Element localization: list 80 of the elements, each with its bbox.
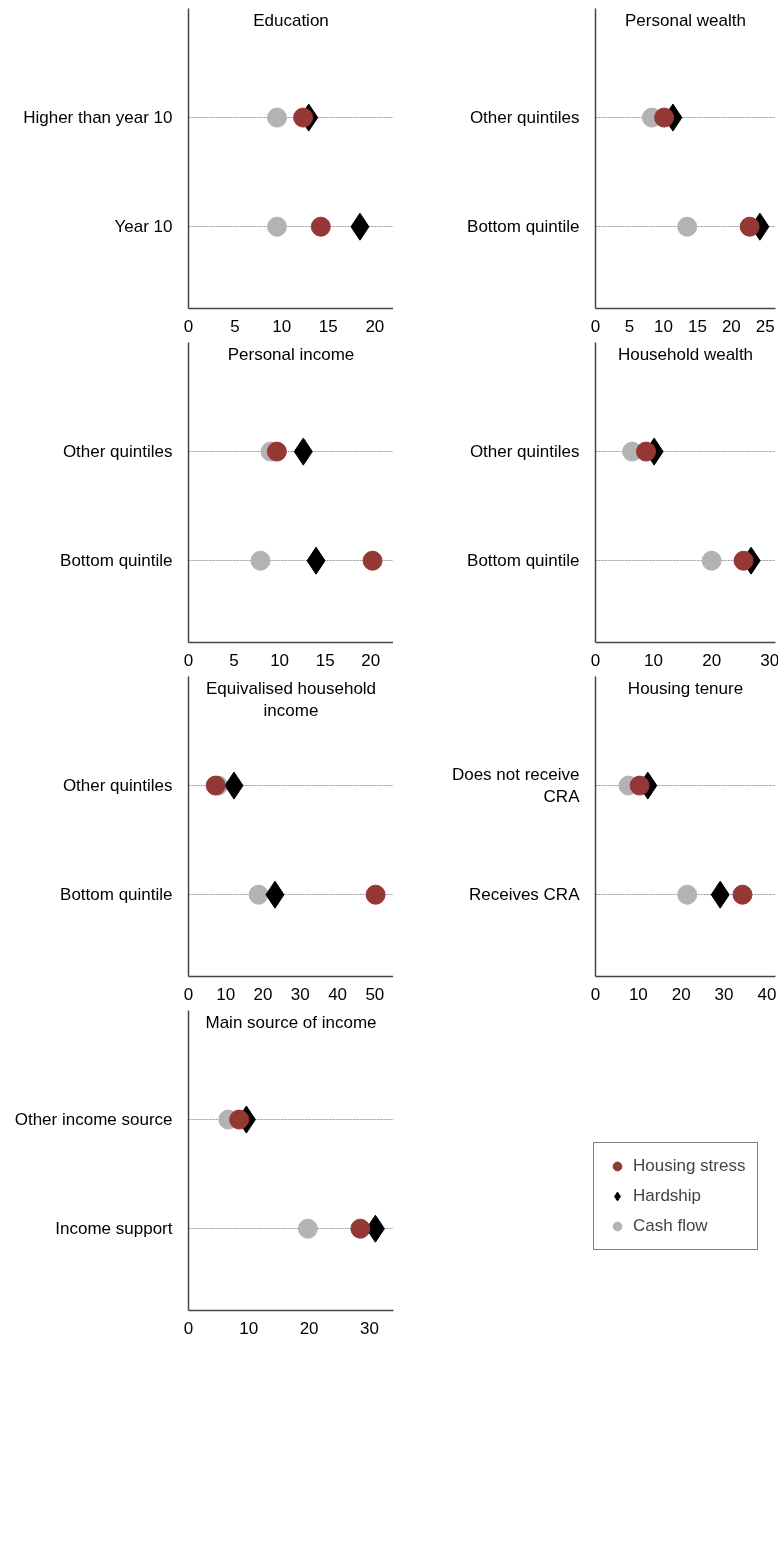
x-tick-label: 10 bbox=[653, 316, 673, 336]
point bbox=[677, 884, 698, 905]
x-tick-label: 0 bbox=[590, 316, 601, 336]
point bbox=[267, 107, 288, 128]
y-tick-label: Other quintiles bbox=[62, 776, 173, 796]
point bbox=[677, 216, 698, 237]
x-tick-label: 20 bbox=[671, 984, 691, 1004]
y-tick-label: Other quintiles bbox=[62, 442, 173, 462]
point bbox=[350, 1218, 371, 1239]
chart-title: Personal income bbox=[227, 344, 355, 364]
point bbox=[248, 884, 269, 905]
x-tick-label: 10 bbox=[216, 984, 236, 1004]
x-tick-label: 30 bbox=[290, 984, 310, 1004]
x-tick-label: 20 bbox=[365, 316, 385, 336]
x-tick-label: 20 bbox=[721, 316, 741, 336]
x-tick-label: 40 bbox=[757, 984, 777, 1004]
x-tick-label: 40 bbox=[328, 984, 348, 1004]
x-tick-label: 10 bbox=[270, 650, 290, 670]
text: Equivalised household income bbox=[205, 678, 377, 721]
point bbox=[293, 107, 314, 128]
y-tick-label: Bottom quintile bbox=[60, 551, 173, 571]
x-tick-label: 10 bbox=[628, 984, 648, 1004]
x-tick-label: 0 bbox=[183, 1318, 194, 1338]
x-tick-label: 10 bbox=[644, 650, 664, 670]
y-tick-label: Receives CRA bbox=[468, 885, 581, 905]
x-tick-label: 20 bbox=[299, 1318, 319, 1338]
x-tick-label: 20 bbox=[361, 650, 381, 670]
y-tick-label: Other quintiles bbox=[469, 442, 580, 462]
x-tick-label: 30 bbox=[760, 650, 778, 670]
chart-title: Household wealth bbox=[617, 344, 754, 364]
x-tick-label: 5 bbox=[229, 650, 239, 670]
x-tick-label: 10 bbox=[239, 1318, 259, 1338]
point bbox=[310, 216, 331, 237]
x-tick-label: 20 bbox=[702, 650, 722, 670]
x-tick-label: 15 bbox=[318, 316, 338, 336]
x-tick-label: 10 bbox=[272, 316, 292, 336]
point bbox=[733, 550, 754, 571]
x-tick-label: 15 bbox=[315, 650, 335, 670]
x-tick-label: 0 bbox=[183, 650, 194, 670]
point bbox=[266, 441, 287, 462]
x-tick-label: 0 bbox=[183, 316, 194, 336]
y-tick-label: Bottom quintile bbox=[467, 551, 580, 571]
x-tick-label: 0 bbox=[590, 984, 601, 1004]
x-tick-label: 0 bbox=[590, 650, 601, 670]
legend-label: Housing stress bbox=[633, 1156, 746, 1176]
chart-title: Main source of income bbox=[205, 1012, 377, 1032]
chart-title: Personal wealth bbox=[625, 10, 746, 30]
x-tick-label: 50 bbox=[365, 984, 385, 1004]
y-tick-label: Year 10 bbox=[114, 217, 173, 237]
x-tick-label: 25 bbox=[755, 316, 775, 336]
point bbox=[362, 550, 383, 571]
y-tick-label: Does not receive CRA bbox=[451, 764, 581, 807]
y-tick-label: Bottom quintile bbox=[467, 217, 580, 237]
x-tick-label: 5 bbox=[230, 316, 240, 336]
y-tick-label: Bottom quintile bbox=[60, 885, 173, 905]
point bbox=[267, 216, 288, 237]
y-tick-label: Other income source bbox=[14, 1110, 173, 1130]
y-tick-label: Other quintiles bbox=[469, 108, 580, 128]
legend-label: Cash flow bbox=[633, 1216, 708, 1236]
point bbox=[654, 107, 675, 128]
point bbox=[739, 216, 760, 237]
y-tick-label: Income support bbox=[55, 1219, 173, 1239]
x-tick-label: 30 bbox=[359, 1318, 379, 1338]
point bbox=[229, 1109, 250, 1130]
x-tick-label: 30 bbox=[714, 984, 734, 1004]
x-tick-label: 5 bbox=[624, 316, 635, 336]
legend-label: Hardship bbox=[633, 1186, 702, 1206]
y-tick-label: Higher than year 10 bbox=[23, 108, 173, 128]
chart-title: Housing tenure bbox=[627, 678, 744, 698]
point bbox=[297, 1218, 318, 1239]
point bbox=[629, 775, 650, 796]
point bbox=[701, 550, 722, 571]
chart-title: Education bbox=[253, 10, 329, 30]
point bbox=[365, 884, 386, 905]
point bbox=[636, 441, 657, 462]
x-tick-label: 0 bbox=[183, 984, 194, 1004]
point bbox=[732, 884, 753, 905]
x-tick-label: 15 bbox=[687, 316, 707, 336]
point bbox=[250, 550, 271, 571]
x-tick-label: 20 bbox=[253, 984, 273, 1004]
